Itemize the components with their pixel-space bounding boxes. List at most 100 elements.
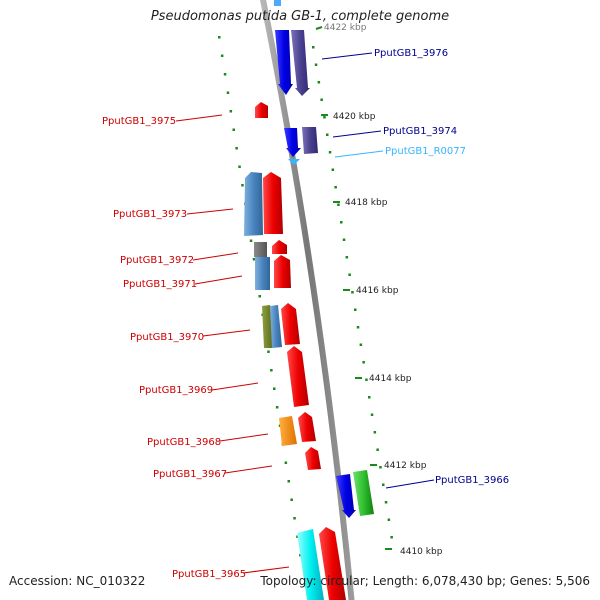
reverse-strand-features [244,102,346,600]
label-PputGB1_3969[interactable]: PputGB1_3969 [139,385,213,396]
leader-3966 [385,479,435,489]
outer-tick-12 [345,256,349,259]
inner-tick-14 [258,295,261,298]
inner-tick-24 [287,480,290,483]
leader-3965 [242,566,290,574]
forward-strand-features [274,0,374,518]
outer-tick-0 [312,46,315,49]
label-leader-lines [175,52,435,574]
gene-PputGB1_3965a[interactable] [297,529,324,600]
gene-PputGB1_3970[interactable] [281,303,300,345]
leader-3970 [202,329,251,337]
rna-PputGB1_R0077[interactable] [288,159,300,165]
label-PputGB1_3976[interactable]: PputGB1_3976 [374,48,448,59]
scale-label-4416: 4416 kbp [356,286,399,296]
outer-tick-10 [340,221,343,224]
gene-PputGB1_3971a[interactable] [255,257,270,290]
label-PputGB1_3975[interactable]: PputGB1_3975 [102,116,176,127]
outer-tick-2 [317,81,321,84]
label-PputGB1_3967[interactable]: PputGB1_3967 [153,469,227,480]
inner-tick-4 [229,110,233,113]
label-PputGB1_3965[interactable]: PputGB1_3965 [172,569,246,580]
gene-PputGB1_3976a[interactable] [275,30,293,95]
inner-tick-18 [270,369,273,372]
inner-tick-0 [218,36,221,39]
outer-tick-15 [354,308,357,311]
inner-tick-23 [284,461,288,464]
gene-PputGB1_3975[interactable] [255,102,268,118]
gene-PputGB1_3971[interactable] [274,255,291,288]
gene-PputGB1_3966a[interactable] [336,474,356,518]
gene-PputGB1_3969[interactable] [287,346,309,407]
scale-tick-4422 [315,26,323,30]
outer-tick-27 [387,518,391,521]
outer-tick-17 [359,343,363,346]
label-PputGB1_3973[interactable]: PputGB1_3973 [113,209,187,220]
gene-PputGB1_3974[interactable] [302,127,318,154]
label-PputGB1_3968[interactable]: PputGB1_3968 [147,437,221,448]
gene-PputGB1_3966[interactable] [353,470,374,516]
inner-tick-19 [273,387,276,390]
gene-PputGB1_3972[interactable] [272,240,287,254]
inner-tick-3 [226,91,230,94]
inner-tick-25 [290,498,293,501]
leader-3969 [211,382,259,391]
outer-tick-22 [373,431,377,434]
outer-tick-23 [376,448,379,451]
label-PputGB1_3966[interactable]: PputGB1_3966 [435,475,509,486]
outer-tick-26 [384,501,388,504]
outer-tick-1 [314,63,318,66]
outer-tick-14 [351,291,354,294]
leader-3967 [224,465,273,474]
inner-tick-26 [293,517,296,520]
inner-tick-27 [296,535,299,538]
outer-tick-3 [320,98,323,101]
label-PputGB1_3970[interactable]: PputGB1_3970 [130,332,204,343]
outer-tick-6 [328,151,332,154]
gene-PputGB1_3973a[interactable] [244,172,263,236]
inner-tick-20 [275,406,279,409]
gene-PputGB1_3968a[interactable] [279,416,297,446]
gene-PputGB1_3976[interactable] [291,30,310,96]
leader-3971 [194,275,243,285]
gene-top-partial[interactable] [274,0,281,6]
outer-tick-24 [379,466,382,469]
outer-tick-16 [356,326,360,329]
inner-tick-1 [220,54,224,57]
outer-tick-28 [390,536,393,539]
scale-label-4420: 4420 kbp [333,112,376,122]
leader-3973 [186,208,234,215]
outer-tick-19 [365,378,368,381]
outer-tick-11 [342,238,346,241]
gene-PputGB1_3972a[interactable] [254,242,267,257]
leader-3972 [192,252,239,261]
scale-label-4414: 4414 kbp [369,374,412,384]
outer-tick-9 [337,203,340,206]
inner-tick-8 [241,184,244,187]
label-PputGB1_R0077[interactable]: PputGB1_R0077 [385,146,466,157]
genome-backbone [259,0,355,600]
inner-tick-5 [232,128,235,131]
scale-label-4418: 4418 kbp [345,198,388,208]
gene-PputGB1_3968[interactable] [298,412,316,442]
outer-tick-8 [334,186,337,189]
scale-label-4410: 4410 kbp [400,547,443,557]
gene-PputGB1_3973[interactable] [263,172,283,234]
label-PputGB1_3972[interactable]: PputGB1_3972 [120,255,194,266]
gene-PputGB1_3965[interactable] [319,527,346,600]
outer-tick-5 [326,133,329,136]
map-title: Pseudomonas putida GB-1, complete genome [150,9,450,24]
leader-3968 [219,433,269,442]
gene-PputGB1_3974a[interactable] [284,128,301,157]
label-PputGB1_3974[interactable]: PputGB1_3974 [383,126,457,137]
gene-PputGB1_3967[interactable] [305,447,321,470]
gene-PputGB1_3970a[interactable] [262,305,273,348]
scale-labels: 4422 kbp 4420 kbp 4418 kbp 4416 kbp 4414… [315,23,443,557]
label-PputGB1_3971[interactable]: PputGB1_3971 [123,279,197,290]
gene-PputGB1_3970b[interactable] [270,305,282,348]
outer-tick-7 [331,168,335,171]
inner-tick-11 [249,239,253,242]
outer-tick-track [312,46,393,539]
